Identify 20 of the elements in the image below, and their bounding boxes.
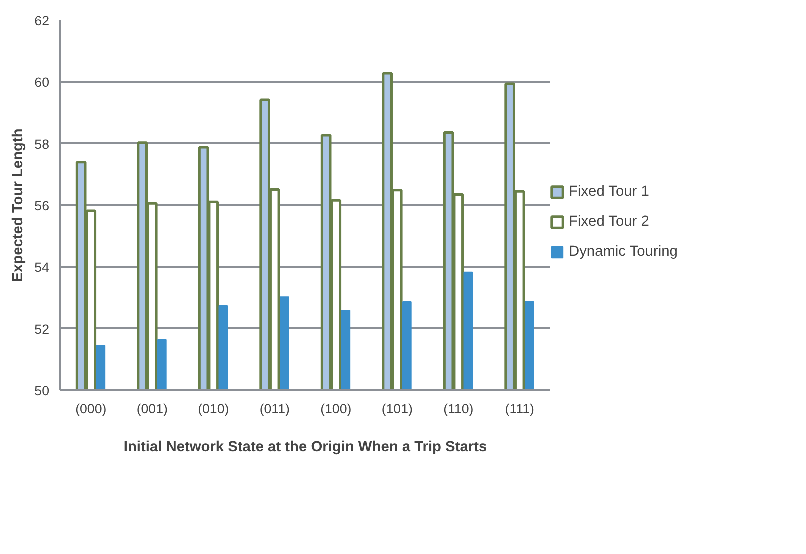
x-tick-label: (011) bbox=[260, 402, 290, 416]
y-tick-label: 52 bbox=[34, 322, 50, 337]
y-tick-label: 60 bbox=[34, 75, 50, 90]
x-tick-label: (100) bbox=[320, 402, 352, 416]
x-tick-label: (001) bbox=[136, 402, 168, 416]
legend-label: Fixed Tour 2 bbox=[569, 214, 650, 230]
y-tick-label: 58 bbox=[34, 136, 50, 152]
y-tick-label: 56 bbox=[34, 198, 50, 214]
x-tick-label: (110) bbox=[444, 402, 474, 416]
y-tick-label: 54 bbox=[34, 260, 50, 276]
legend-label: Dynamic Touring bbox=[569, 244, 678, 260]
y-axis-title: Expected Tour Length bbox=[10, 128, 27, 282]
x-axis-title: Initial Network State at the Origin When a Trip Starts bbox=[124, 440, 488, 456]
legend-label: Fixed Tour 1 bbox=[569, 184, 650, 200]
y-tick-label: 62 bbox=[34, 14, 50, 28]
x-tick-label: (000) bbox=[76, 402, 107, 416]
y-tick-label: 50 bbox=[34, 384, 50, 398]
x-tick-label: (101) bbox=[382, 402, 413, 416]
x-tick-label: (111) bbox=[505, 402, 534, 416]
x-tick-label: (010) bbox=[198, 402, 230, 416]
